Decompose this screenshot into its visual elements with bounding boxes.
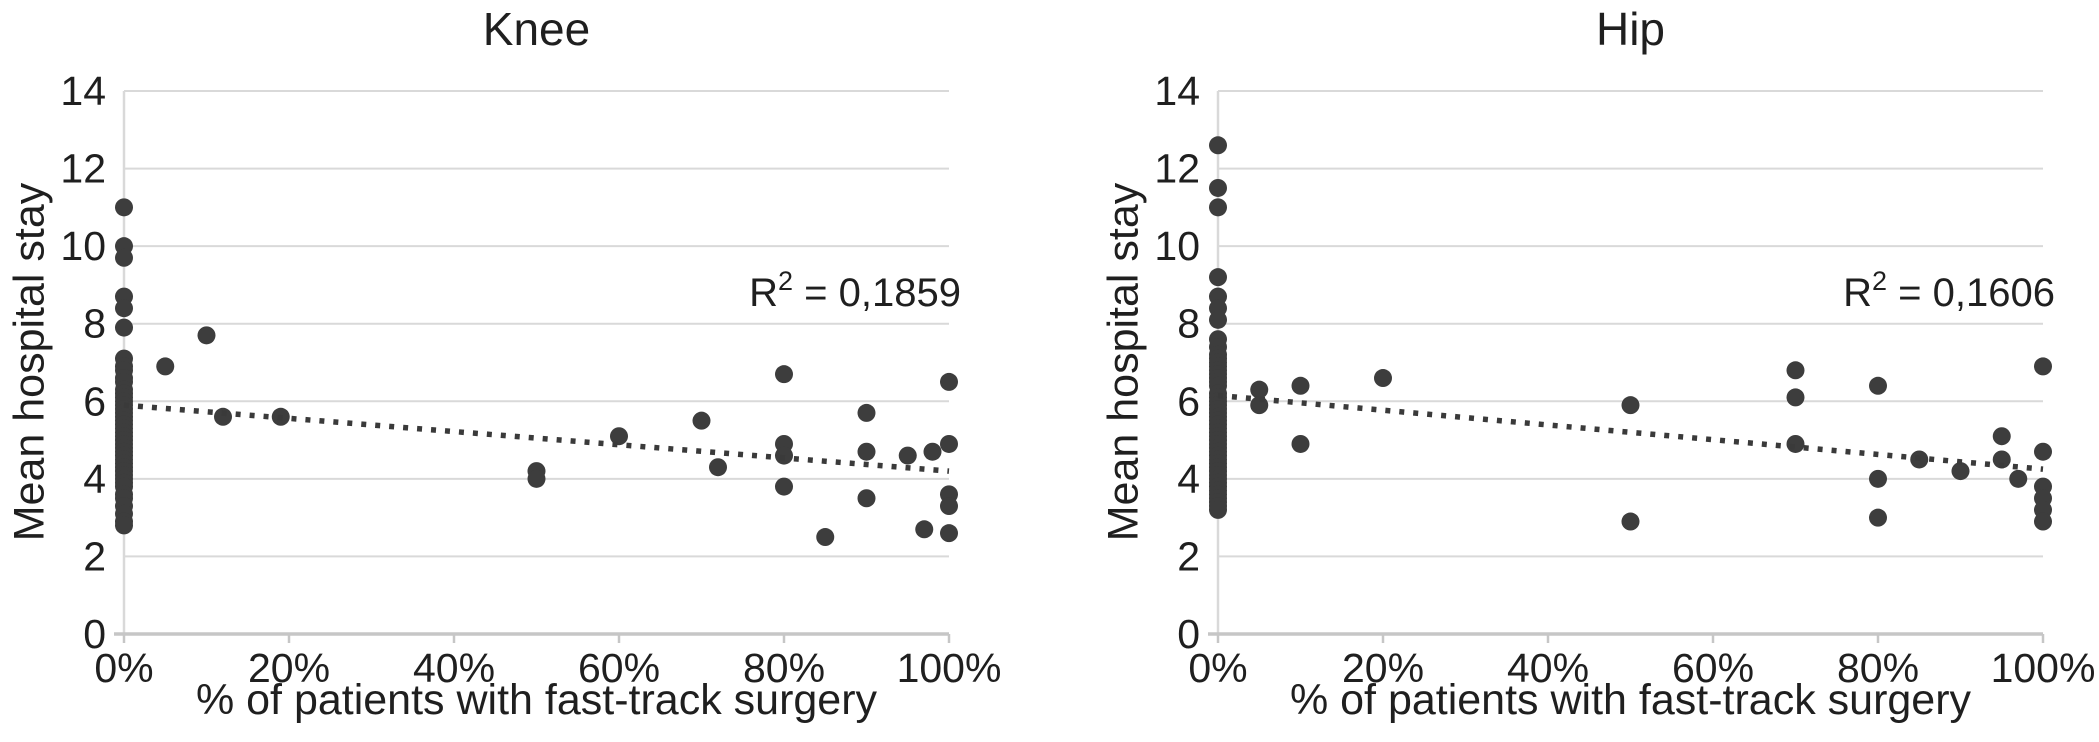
data-point bbox=[1869, 376, 1887, 395]
data-point bbox=[115, 299, 133, 318]
x-tick-label-60%: 60% bbox=[578, 645, 660, 691]
x-tick-label-100%: 100% bbox=[1991, 645, 2096, 691]
trendline bbox=[123, 402, 950, 474]
data-point bbox=[2034, 512, 2052, 531]
data-point bbox=[1250, 396, 1269, 415]
data-point bbox=[898, 446, 917, 465]
data-point bbox=[610, 427, 628, 446]
data-point bbox=[1869, 508, 1887, 527]
data-point bbox=[1869, 469, 1887, 488]
y-tick-label-0: 0 bbox=[83, 611, 106, 657]
panel-knee: Knee Mean hospital stay 0 2 4 6 8 10 12 14 0% 20%… bbox=[0, 0, 1005, 742]
data-point bbox=[940, 434, 958, 453]
y-tick-label-12: 12 bbox=[60, 146, 106, 192]
data-point bbox=[2009, 469, 2028, 488]
data-point bbox=[692, 411, 711, 430]
data-point bbox=[1951, 462, 1970, 481]
data-point bbox=[2034, 357, 2052, 376]
data-point bbox=[1209, 198, 1227, 217]
data-point bbox=[156, 357, 175, 376]
panel-hip: Hip Mean hospital stay 0 2 4 6 8 10 12 14 0% 20% 4… bbox=[1094, 0, 2099, 742]
x-tick-label-0%: 0% bbox=[94, 645, 153, 691]
y-tick-label-14: 14 bbox=[1154, 68, 1200, 114]
scatter-plot-hip: 0 2 4 6 8 10 12 14 0% 20% 40% 60% 80% 100% R2 = 0,1606 bbox=[1154, 68, 2096, 691]
x-tick-label-0%: 0% bbox=[1188, 645, 1247, 691]
y-tick-label-6: 6 bbox=[1177, 378, 1200, 424]
data-point bbox=[775, 365, 793, 384]
data-point bbox=[214, 407, 232, 426]
y-tick-label-0: 0 bbox=[1177, 611, 1200, 657]
data-point bbox=[940, 524, 958, 543]
data-point bbox=[857, 442, 876, 461]
data-point bbox=[940, 497, 958, 516]
data-point bbox=[709, 458, 727, 477]
data-point bbox=[1291, 376, 1310, 395]
data-point bbox=[115, 516, 133, 535]
data-point bbox=[1786, 361, 1805, 380]
data-point bbox=[1374, 369, 1392, 388]
x-tick-label-20%: 20% bbox=[248, 645, 330, 691]
x-tick-label-80%: 80% bbox=[1837, 645, 1919, 691]
data-point bbox=[1992, 427, 2011, 446]
data-point bbox=[197, 326, 216, 345]
data-point bbox=[527, 469, 546, 488]
data-point bbox=[1209, 500, 1227, 519]
data-point bbox=[1786, 388, 1805, 407]
y-tick-label-14: 14 bbox=[60, 68, 106, 114]
data-point bbox=[1291, 434, 1310, 453]
data-point bbox=[1209, 178, 1227, 197]
chart-title-hip: Hip bbox=[1595, 3, 1666, 55]
data-point bbox=[115, 248, 133, 267]
y-tick-label-2: 2 bbox=[83, 533, 106, 579]
data-point bbox=[857, 403, 876, 422]
x-tick-label-40%: 40% bbox=[1507, 645, 1589, 691]
x-tick-label-100%: 100% bbox=[897, 645, 1002, 691]
data-point bbox=[1992, 450, 2011, 469]
data-point bbox=[915, 520, 934, 539]
y-tick-label-4: 4 bbox=[1177, 456, 1200, 502]
data-point bbox=[923, 442, 942, 461]
y-tick-label-10: 10 bbox=[1154, 223, 1200, 269]
data-point bbox=[857, 489, 876, 508]
y-tick-label-12: 12 bbox=[1154, 146, 1200, 192]
data-point bbox=[816, 528, 835, 547]
y-tick-label-8: 8 bbox=[83, 301, 106, 347]
r-squared-annotation: R2 = 0,1606 bbox=[1843, 266, 2055, 315]
data-point bbox=[115, 318, 133, 337]
x-tick-label-60%: 60% bbox=[1672, 645, 1754, 691]
data-point bbox=[1621, 512, 1640, 531]
chart-title-knee: Knee bbox=[482, 3, 591, 55]
data-point bbox=[1786, 434, 1805, 453]
x-axis-title-knee: % of patients with fast-track surgery bbox=[195, 676, 878, 724]
r-squared-annotation: R2 = 0,1859 bbox=[749, 266, 961, 315]
x-tick-label-80%: 80% bbox=[743, 645, 825, 691]
x-tick-label-20%: 20% bbox=[1342, 645, 1424, 691]
data-point bbox=[1209, 136, 1227, 155]
data-point bbox=[775, 477, 793, 496]
data-point bbox=[1250, 380, 1269, 399]
y-tick-label-8: 8 bbox=[1177, 301, 1200, 347]
y-tick-label-6: 6 bbox=[83, 378, 106, 424]
trendline bbox=[1217, 392, 2044, 472]
data-point bbox=[115, 198, 133, 217]
scatter-plot-knee: 0 2 4 6 8 10 12 14 0% 20% 40% 60% 80% 100% R2 = 0,1859 bbox=[60, 68, 1002, 691]
y-tick-label-10: 10 bbox=[60, 223, 106, 269]
y-tick-label-4: 4 bbox=[83, 456, 106, 502]
x-tick-label-40%: 40% bbox=[413, 645, 495, 691]
y-tick-label-2: 2 bbox=[1177, 533, 1200, 579]
data-point bbox=[940, 372, 958, 391]
data-point bbox=[2034, 442, 2052, 461]
data-point bbox=[1209, 268, 1227, 287]
x-axis-title-hip: % of patients with fast-track surgery bbox=[1289, 676, 1972, 724]
data-point bbox=[1621, 396, 1640, 415]
data-point bbox=[1209, 310, 1227, 329]
